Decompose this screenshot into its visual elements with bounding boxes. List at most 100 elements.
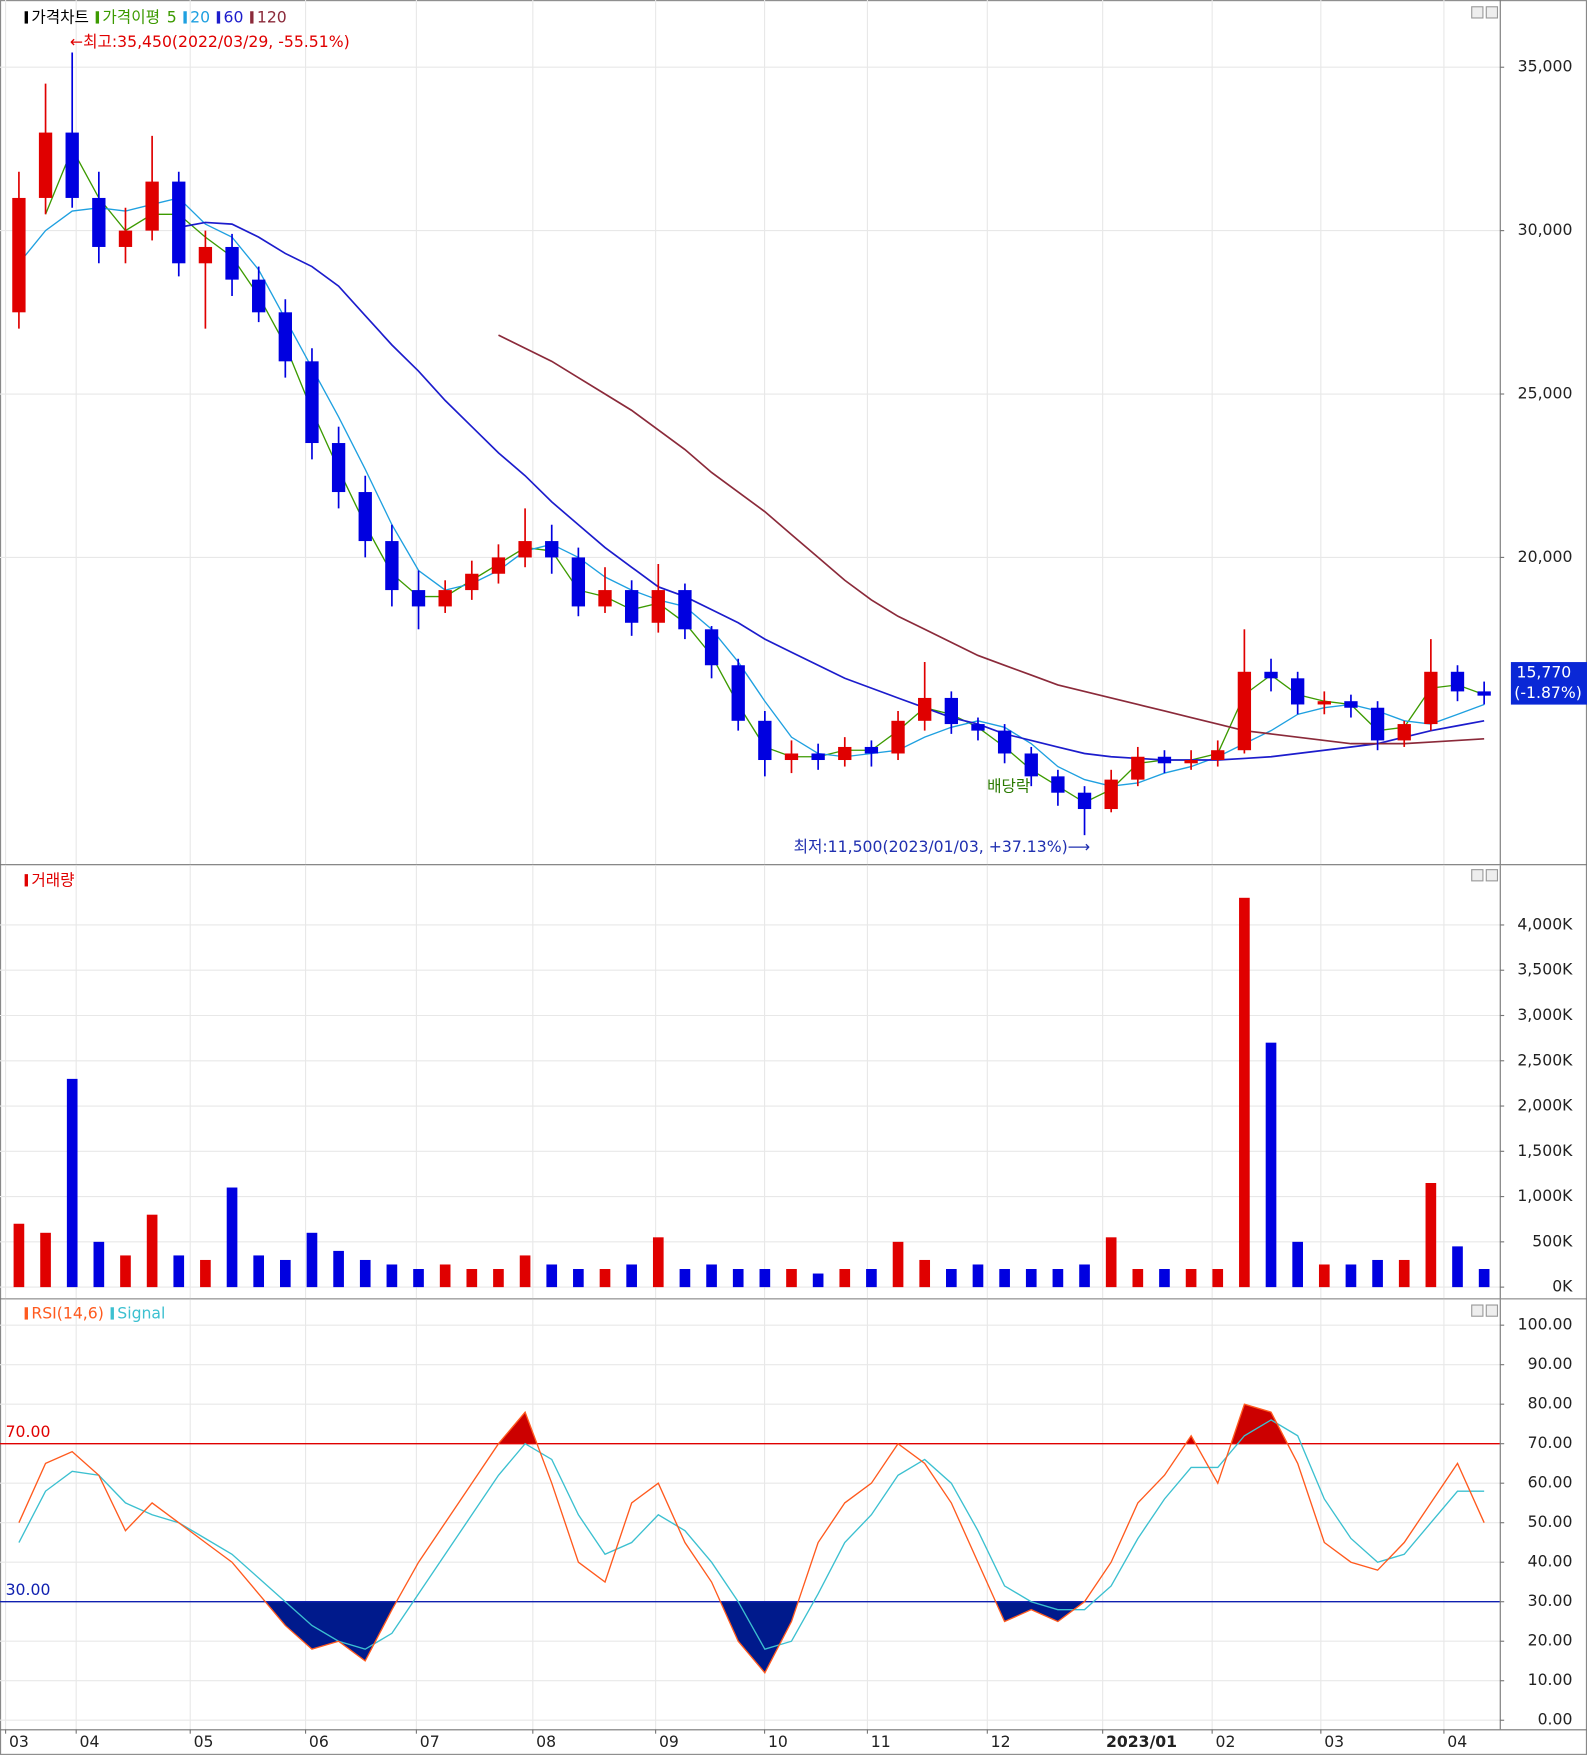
candle-body xyxy=(1450,671,1465,692)
legend-marker xyxy=(183,11,187,24)
volume-bar xyxy=(519,1255,531,1288)
candle-body xyxy=(545,541,559,558)
x-tick-label: 03 xyxy=(1324,1732,1344,1751)
candle-body xyxy=(145,181,159,231)
y-tick-label: 70.00 xyxy=(1528,1433,1573,1452)
y-tick-label: 20,000 xyxy=(1518,547,1573,566)
volume-bar xyxy=(759,1269,771,1288)
candle-body xyxy=(1157,756,1172,764)
candle-body xyxy=(1237,671,1252,751)
candle-body xyxy=(172,181,186,264)
volume-bar xyxy=(333,1250,344,1288)
close-button[interactable] xyxy=(1485,6,1499,19)
candle-body xyxy=(624,590,639,623)
candle-body xyxy=(1264,671,1278,679)
y-tick-label: 50.00 xyxy=(1528,1512,1573,1531)
level-label: 30.00 xyxy=(6,1580,51,1599)
volume-bar xyxy=(1478,1269,1490,1288)
last-price-change: (-1.87%) xyxy=(1514,683,1582,702)
volume-bar xyxy=(1318,1264,1330,1288)
x-tick-label: 06 xyxy=(309,1732,329,1751)
x-tick-label: 12 xyxy=(991,1732,1011,1751)
candle-body xyxy=(1317,701,1331,705)
x-tick-label: 03 xyxy=(9,1732,29,1751)
volume-bar xyxy=(253,1255,265,1288)
candle-body xyxy=(38,132,53,198)
y-tick-label: 100.00 xyxy=(1518,1315,1573,1334)
candle-body xyxy=(518,541,532,558)
volume-bar xyxy=(652,1237,664,1288)
candle-body xyxy=(358,492,372,542)
last-price: 15,770 xyxy=(1516,663,1571,682)
candle-body xyxy=(225,246,239,280)
volume-bar xyxy=(466,1269,478,1288)
candle-body xyxy=(1104,779,1118,810)
volume-bar xyxy=(732,1269,744,1288)
volume-bar xyxy=(919,1259,931,1288)
volume-bar xyxy=(706,1264,717,1288)
candle-body xyxy=(1184,760,1198,764)
y-tick-label: 2,500K xyxy=(1517,1050,1573,1069)
indicator-line xyxy=(18,1403,1485,1674)
volume-bar xyxy=(946,1269,957,1288)
candle-body xyxy=(944,697,958,725)
volume-bar xyxy=(1025,1269,1037,1288)
volume-bar xyxy=(1372,1259,1383,1288)
minimize-button[interactable] xyxy=(1471,869,1484,882)
y-tick-label: 35,000 xyxy=(1518,57,1573,76)
y-tick-label: 80.00 xyxy=(1528,1394,1573,1413)
close-button[interactable] xyxy=(1485,1304,1499,1317)
volume-bar xyxy=(200,1259,211,1288)
volume-bar xyxy=(1425,1182,1437,1288)
volume-bar xyxy=(1345,1264,1357,1288)
volume-bar xyxy=(546,1264,558,1288)
candle-body xyxy=(997,730,1012,754)
legend-label: 60 xyxy=(223,7,243,26)
legend-marker xyxy=(24,1307,28,1320)
candle-body xyxy=(465,573,479,591)
volume-bar xyxy=(1265,1042,1277,1288)
candle-body xyxy=(918,697,932,721)
volume-bar xyxy=(679,1269,691,1288)
candle-body xyxy=(704,629,719,666)
y-tick-label: 30,000 xyxy=(1518,220,1573,239)
minimize-button[interactable] xyxy=(1471,6,1484,19)
candle-body xyxy=(1024,753,1038,777)
legend-label: 가격차트 xyxy=(31,7,89,26)
panel-buttons xyxy=(1471,6,1499,1317)
volume-bar xyxy=(146,1214,158,1288)
candle-body xyxy=(1424,671,1438,725)
x-tick-label: 10 xyxy=(768,1732,788,1751)
y-tick-label: 500K xyxy=(1532,1231,1573,1250)
candle-body xyxy=(1344,701,1358,708)
level-label: 70.00 xyxy=(6,1422,51,1441)
moving-average-line xyxy=(178,221,1485,761)
volume-bar xyxy=(1239,897,1250,1288)
candle-body xyxy=(678,590,692,630)
legend-marker xyxy=(250,11,254,24)
volume-bar xyxy=(1052,1269,1064,1288)
ex-dividend-annotation: 배당락 xyxy=(987,776,1030,795)
candle-body xyxy=(12,197,26,313)
y-tick-label: 20.00 xyxy=(1528,1631,1573,1650)
candle-body xyxy=(305,361,319,444)
volume-bar xyxy=(999,1269,1010,1288)
candle-body xyxy=(571,557,586,607)
minimize-button[interactable] xyxy=(1471,1304,1484,1317)
volume-bar xyxy=(1212,1269,1224,1288)
legend-marker xyxy=(216,11,221,24)
volume-bar xyxy=(439,1264,451,1288)
volume-bar xyxy=(493,1269,504,1288)
y-tick-label: 90.00 xyxy=(1528,1354,1573,1373)
volume-bar xyxy=(13,1223,25,1288)
volume-bar xyxy=(359,1259,371,1288)
close-button[interactable] xyxy=(1485,869,1499,882)
candle-body xyxy=(491,557,506,574)
candle-body xyxy=(1370,707,1385,741)
candle-body xyxy=(758,720,772,761)
candle-body xyxy=(891,720,905,754)
y-tick-label: 30.00 xyxy=(1528,1591,1573,1610)
candle-body xyxy=(784,753,799,761)
x-tick-label: 04 xyxy=(1447,1732,1467,1751)
